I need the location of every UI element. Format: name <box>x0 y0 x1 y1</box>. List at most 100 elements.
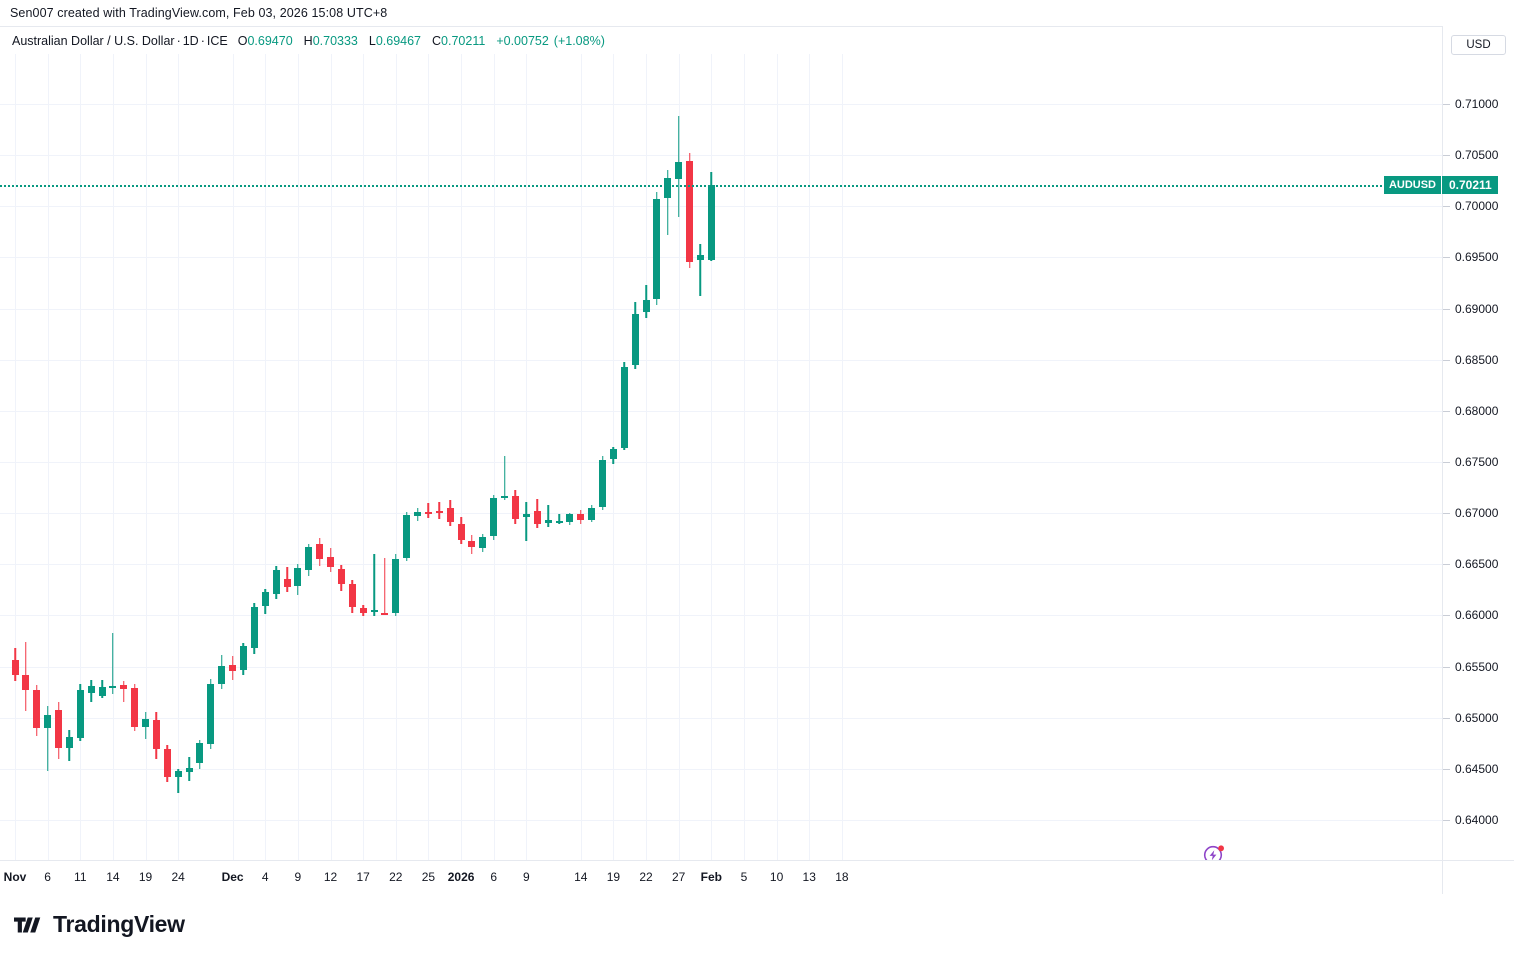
current-price-badge[interactable]: AUDUSD 0.70211 <box>1383 175 1498 194</box>
price-axis-tick: 0.68500 <box>1443 353 1514 367</box>
candlestick[interactable] <box>229 54 237 860</box>
candlestick[interactable] <box>675 54 683 860</box>
candlestick[interactable] <box>707 54 715 860</box>
candlestick[interactable] <box>533 54 541 860</box>
candlestick[interactable] <box>239 54 247 860</box>
candlestick[interactable] <box>609 54 617 860</box>
candlestick[interactable] <box>316 54 324 860</box>
candlestick[interactable] <box>686 54 694 860</box>
attribution-text: Sen007 created with TradingView.com, Feb… <box>10 6 388 20</box>
candlestick[interactable] <box>327 54 335 860</box>
candlestick[interactable] <box>163 54 171 860</box>
candlestick[interactable] <box>272 54 280 860</box>
candlestick[interactable] <box>511 54 519 860</box>
price-tick-label: 0.68000 <box>1455 403 1499 418</box>
candlestick-body <box>511 495 519 520</box>
price-axis[interactable]: USD 0.71000 0.70500 0.70000 0.69500 0.69000 0… <box>1383 26 1514 860</box>
interval-label[interactable]: 1D <box>182 33 199 48</box>
candlestick[interactable] <box>33 54 41 860</box>
candlestick[interactable] <box>294 54 302 860</box>
candlestick[interactable] <box>11 54 19 860</box>
lightning-bolt-icon[interactable] <box>1202 842 1226 860</box>
candlestick-body <box>22 674 30 691</box>
candlestick[interactable] <box>522 54 530 860</box>
candlestick[interactable] <box>131 54 139 860</box>
candlestick[interactable] <box>185 54 193 860</box>
candlestick[interactable] <box>152 54 160 860</box>
candlestick[interactable] <box>44 54 52 860</box>
candlestick[interactable] <box>653 54 661 860</box>
price-axis-tick: 0.67000 <box>1443 506 1514 520</box>
grid-line-vertical <box>396 54 397 860</box>
candlestick-body <box>675 162 683 179</box>
time-axis-tick: 22 <box>639 870 653 884</box>
tradingview-logo-icon <box>14 917 41 932</box>
candlestick[interactable] <box>490 54 498 860</box>
candlestick[interactable] <box>414 54 422 860</box>
candlestick[interactable] <box>577 54 585 860</box>
candlestick[interactable] <box>196 54 204 860</box>
candlestick[interactable] <box>479 54 487 860</box>
candlestick[interactable] <box>22 54 30 860</box>
candlestick[interactable] <box>98 54 106 860</box>
candlestick[interactable] <box>599 54 607 860</box>
candlestick[interactable] <box>142 54 150 860</box>
time-axis-tick: 2026 <box>447 870 475 884</box>
candlestick[interactable] <box>544 54 552 860</box>
candlestick[interactable] <box>501 54 509 860</box>
candlestick-body <box>490 497 498 536</box>
candlestick-body <box>163 749 171 778</box>
candlestick[interactable] <box>468 54 476 860</box>
change-absolute: +0.00752 <box>496 33 549 48</box>
candlestick[interactable] <box>424 54 432 860</box>
candlestick[interactable] <box>588 54 596 860</box>
price-tick-dash <box>1443 462 1450 463</box>
candlestick[interactable] <box>642 54 650 860</box>
candlestick[interactable] <box>696 54 704 860</box>
candlestick[interactable] <box>403 54 411 860</box>
candlestick[interactable] <box>555 54 563 860</box>
candlestick-body <box>664 177 672 199</box>
candlestick[interactable] <box>218 54 226 860</box>
candlestick[interactable] <box>76 54 84 860</box>
candlestick[interactable] <box>337 54 345 860</box>
time-axis[interactable]: Nov 6 11 14 19 24 Dec 4 9 12 17 22 25 2026 6 9 14 19 22 27 F… <box>0 860 1442 894</box>
candlestick[interactable] <box>261 54 269 860</box>
price-tick-dash <box>1443 359 1450 361</box>
candlestick[interactable] <box>664 54 672 860</box>
candlestick-body <box>11 660 19 675</box>
currency-unit-button[interactable]: USD <box>1451 35 1506 55</box>
candlestick[interactable] <box>250 54 258 860</box>
candlestick[interactable] <box>446 54 454 860</box>
symbol-name[interactable]: Australian Dollar / U.S. Dollar <box>12 33 175 48</box>
candlestick-body <box>544 520 552 524</box>
ohlc-low: L0.69467 <box>369 34 421 48</box>
candlestick[interactable] <box>174 54 182 860</box>
candlestick[interactable] <box>87 54 95 860</box>
candlestick[interactable] <box>392 54 400 860</box>
current-price-badge-symbol: AUDUSD <box>1383 175 1442 194</box>
grid-line-vertical <box>331 54 332 860</box>
candlestick[interactable] <box>65 54 73 860</box>
candlestick[interactable] <box>55 54 63 860</box>
candlestick[interactable] <box>435 54 443 860</box>
candlestick[interactable] <box>381 54 389 860</box>
candlestick[interactable] <box>348 54 356 860</box>
candlestick[interactable] <box>631 54 639 860</box>
candlestick[interactable] <box>305 54 313 860</box>
chart-plot-area[interactable] <box>0 54 1442 860</box>
candlestick[interactable] <box>359 54 367 860</box>
candlestick[interactable] <box>120 54 128 860</box>
candlestick[interactable] <box>457 54 465 860</box>
candlestick[interactable] <box>109 54 117 860</box>
candlestick[interactable] <box>566 54 574 860</box>
candlestick-body <box>283 578 291 587</box>
candlestick[interactable] <box>207 54 215 860</box>
candlestick-body <box>653 199 661 300</box>
time-axis-tick: 13 <box>802 870 816 884</box>
candlestick[interactable] <box>283 54 291 860</box>
candlestick[interactable] <box>370 54 378 860</box>
candlestick[interactable] <box>620 54 628 860</box>
time-axis-tick: 14 <box>106 870 120 884</box>
price-axis-tick: 0.69500 <box>1443 250 1514 264</box>
